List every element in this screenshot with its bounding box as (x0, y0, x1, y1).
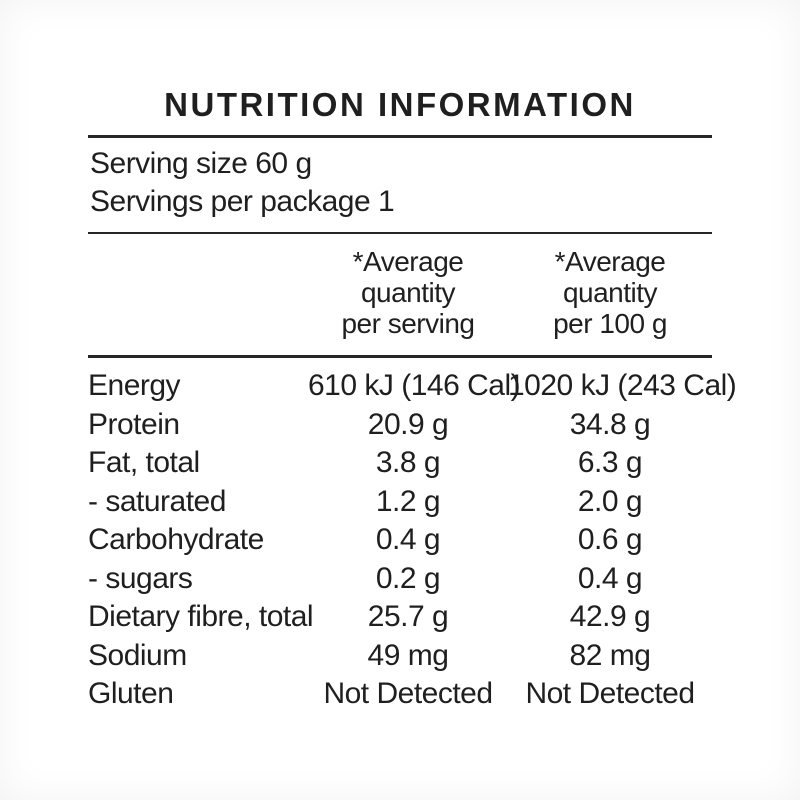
table-row: Gluten Not Detected Not Detected (88, 675, 712, 714)
per-serving-value: 610 kJ (146 Cal) (308, 369, 521, 402)
per-serving-value: 1.2 g (375, 484, 441, 518)
serving-info: Serving size 60 g Servings per package 1 (88, 138, 712, 232)
nutrient-name: Fat, total (88, 446, 200, 479)
nutrient-name: Sodium (88, 638, 187, 672)
divider-top (88, 135, 712, 138)
nutrient-name: Protein (88, 407, 180, 441)
per-100g-value: 6.3 g (577, 446, 643, 479)
header-spacer (88, 246, 308, 339)
table-row: - saturated 1.2 g 2.0 g (88, 483, 712, 522)
table-row: - sugars 0.2 g 0.4 g (88, 560, 712, 599)
nutrient-name: Gluten (88, 677, 174, 710)
table-row: Carbohydrate 0.4 g 0.6 g (88, 521, 712, 560)
per-serving-value: 25.7 g (367, 600, 449, 633)
nutrient-name: Dietary fibre, total (88, 600, 314, 633)
table-row: Protein 20.9 g 34.8 g (88, 406, 712, 445)
per-serving-value: 20.9 g (367, 407, 449, 441)
nutrient-name: Energy (88, 369, 181, 402)
serving-size-text: Serving size 60 g (90, 147, 312, 180)
nutrient-name: - saturated (88, 484, 226, 518)
table-row: Dietary fibre, total 25.7 g 42.9 g (88, 598, 712, 637)
per-serving-value: 0.2 g (375, 561, 441, 595)
per-100g-value: 34.8 g (569, 407, 651, 441)
panel-title: NUTRITION INFORMATION (164, 86, 636, 123)
header-per-serving: *Average quantity per serving (341, 246, 475, 339)
per-100g-value: 0.4 g (577, 561, 643, 595)
per-100g-value: 2.0 g (577, 484, 643, 518)
divider-after-serving (88, 232, 712, 234)
per-100g-value: Not Detected (525, 677, 695, 710)
nutrient-name: - sugars (88, 561, 193, 595)
per-serving-value: Not Detected (323, 677, 493, 710)
nutrition-rows: Energy 610 kJ (146 Cal) 1020 kJ (243 Cal… (88, 358, 737, 714)
table-row: Energy 610 kJ (146 Cal) 1020 kJ (243 Cal… (88, 367, 737, 406)
divider-after-headers (88, 355, 712, 358)
per-100g-value: 1020 kJ (243 Cal) (508, 369, 737, 402)
nutrition-panel: NUTRITION INFORMATION Serving size 60 g … (88, 0, 737, 714)
per-100g-value: 82 mg (569, 638, 651, 672)
servings-per-package-text: Servings per package 1 (90, 185, 395, 218)
nutrient-name: Carbohydrate (88, 523, 264, 556)
per-100g-value: 42.9 g (569, 600, 651, 633)
per-100g-value: 0.6 g (577, 523, 643, 556)
table-row: Fat, total 3.8 g 6.3 g (88, 444, 712, 483)
column-headers: *Average quantity per serving *Average q… (88, 234, 712, 355)
per-serving-value: 49 mg (367, 638, 449, 672)
per-serving-value: 3.8 g (375, 446, 441, 479)
table-row: Sodium 49 mg 82 mg (88, 637, 712, 676)
header-per-100g: *Average quantity per 100 g (553, 246, 667, 339)
per-serving-value: 0.4 g (375, 523, 441, 556)
